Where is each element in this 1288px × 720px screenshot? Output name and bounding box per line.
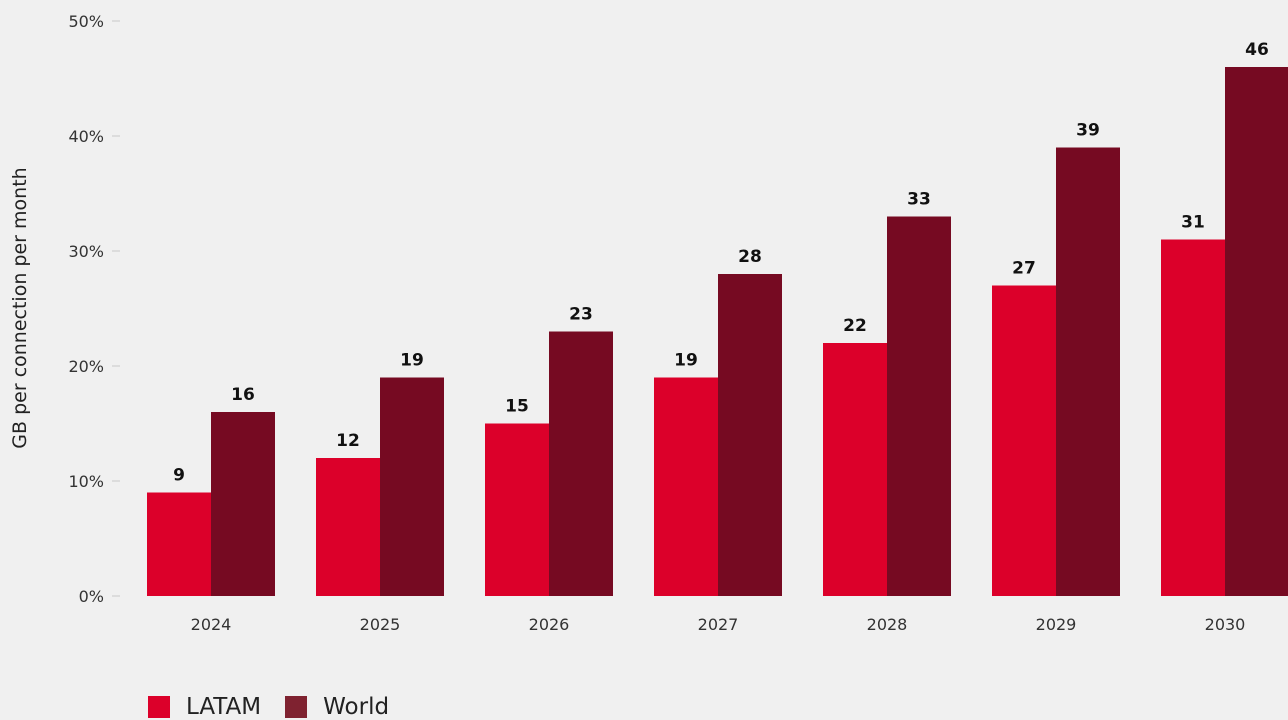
legend-swatch-world xyxy=(285,696,308,718)
y-tick-label: 30% xyxy=(68,242,104,261)
x-tick-label: 2026 xyxy=(529,615,570,634)
legend: LATAM World xyxy=(148,695,413,719)
legend-label-world: World xyxy=(323,694,390,720)
bar-latam-2028 xyxy=(823,343,887,596)
bar-world-2030 xyxy=(1225,67,1288,596)
y-axis: 0% 10% 20% 30% 40% 50% xyxy=(68,12,120,606)
bar-latam-2027 xyxy=(654,377,718,596)
data-label-world-2028: 33 xyxy=(907,190,931,210)
data-label-world-2030: 46 xyxy=(1245,40,1269,60)
data-label-latam-2024: 9 xyxy=(173,466,185,486)
y-tick-label: 20% xyxy=(68,357,104,376)
bar-chart: 0% 10% 20% 30% 40% 50% GB per connection per … xyxy=(9,12,1288,634)
data-label-latam-2027: 19 xyxy=(674,351,698,371)
bar-latam-2026 xyxy=(485,423,549,596)
y-axis-label: GB per connection per month xyxy=(9,167,31,448)
data-label-latam-2029: 27 xyxy=(1012,259,1036,279)
y-tick-label: 40% xyxy=(68,127,104,146)
data-label-world-2024: 16 xyxy=(231,385,255,405)
legend-item-latam: LATAM xyxy=(148,695,261,719)
bar-latam-2029 xyxy=(992,285,1056,596)
bar-latam-2024 xyxy=(147,492,211,596)
data-label-world-2029: 39 xyxy=(1076,121,1100,141)
bar-world-2028 xyxy=(887,216,951,596)
bar-world-2024 xyxy=(211,412,275,596)
bar-world-2029 xyxy=(1056,147,1120,596)
bar-latam-2030 xyxy=(1161,239,1225,596)
bars: 9 16 12 19 15 23 19 28 22 33 27 39 31 46 xyxy=(147,40,1288,596)
legend-label-latam: LATAM xyxy=(186,694,262,720)
y-tick-label: 50% xyxy=(68,12,104,31)
data-label-latam-2025: 12 xyxy=(336,431,360,451)
data-label-latam-2026: 15 xyxy=(505,397,529,417)
x-tick-label: 2024 xyxy=(191,615,232,634)
legend-item-world: World xyxy=(285,695,389,719)
bar-world-2025 xyxy=(380,377,444,596)
bar-world-2027 xyxy=(718,274,782,596)
bar-latam-2025 xyxy=(316,458,380,596)
x-tick-label: 2025 xyxy=(360,615,401,634)
data-label-world-2025: 19 xyxy=(400,351,424,371)
y-tick-label: 10% xyxy=(68,472,104,491)
bar-world-2026 xyxy=(549,331,613,596)
data-label-world-2026: 23 xyxy=(569,305,593,325)
x-tick-label: 2028 xyxy=(867,615,908,634)
legend-swatch-latam xyxy=(148,696,170,718)
data-label-latam-2028: 22 xyxy=(843,316,867,336)
data-label-latam-2030: 31 xyxy=(1181,213,1205,233)
x-tick-label: 2029 xyxy=(1036,615,1077,634)
data-label-world-2027: 28 xyxy=(738,247,762,267)
y-tick-label: 0% xyxy=(79,587,104,606)
x-axis: 2024 2025 2026 2027 2028 2029 2030 xyxy=(191,615,1246,634)
x-tick-label: 2030 xyxy=(1205,615,1246,634)
x-tick-label: 2027 xyxy=(698,615,739,634)
